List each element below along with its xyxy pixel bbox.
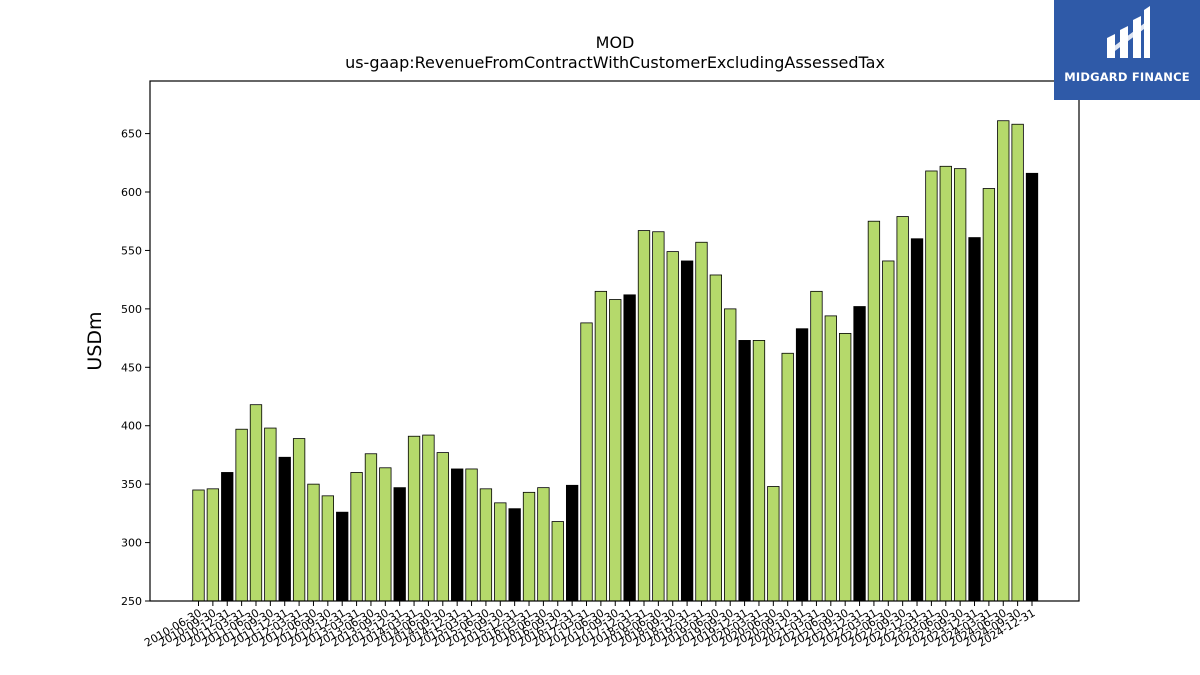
logo-text: MIDGARD FINANCE xyxy=(1064,70,1190,84)
bar-2022-03-31 xyxy=(867,220,881,602)
bar-2023-03-31 xyxy=(925,170,938,602)
chart-title: MOD xyxy=(596,33,635,52)
bar-2019-12-31 xyxy=(738,340,751,602)
bar-2022-06-30 xyxy=(882,260,895,602)
bar-2021-03-31 xyxy=(810,290,823,602)
bar-2021-06-30 xyxy=(824,315,837,602)
midgard-logo-icon xyxy=(1107,6,1150,58)
bar-2013-09-30 xyxy=(379,467,392,602)
y-tick-label: 400 xyxy=(121,420,142,433)
bar-2024-09-30 xyxy=(1011,123,1024,602)
y-tick-label: 500 xyxy=(121,303,142,316)
bar-2013-06-30 xyxy=(364,453,378,602)
bar-2022-09-30 xyxy=(896,216,909,602)
bar-2015-12-31 xyxy=(508,508,521,602)
bar-2014-12-31 xyxy=(451,468,464,602)
bar-2012-06-30 xyxy=(307,483,320,602)
bar-2016-12-31 xyxy=(565,484,579,602)
bar-2018-03-31 xyxy=(637,230,651,602)
bar-2018-09-30 xyxy=(666,251,679,602)
bar-2014-09-30 xyxy=(436,452,449,602)
bar-2021-09-30 xyxy=(839,332,852,602)
y-tick-label: 450 xyxy=(121,361,142,374)
bar-2018-12-31 xyxy=(680,260,694,602)
plot-frame xyxy=(149,80,1080,602)
bar-2010-06-30 xyxy=(192,489,205,602)
x-axis: 2010-06-302010-09-302010-12-312011-03-31… xyxy=(142,601,1038,650)
bar-2018-06-30 xyxy=(652,231,665,602)
bar-2015-09-30 xyxy=(494,502,507,602)
bar-2017-12-31 xyxy=(623,294,636,602)
bar-2013-03-31 xyxy=(350,472,363,602)
bar-2023-09-30 xyxy=(954,168,967,602)
chart-subtitle: us-gaap:RevenueFromContractWithCustomerE… xyxy=(345,53,885,72)
bar-2024-12-31 xyxy=(1025,172,1039,602)
bar-2023-06-30 xyxy=(939,165,952,602)
y-tick-label: 600 xyxy=(121,186,142,199)
bar-2016-09-30 xyxy=(551,521,564,602)
bar-2013-12-31 xyxy=(393,487,406,602)
bar-2011-06-30 xyxy=(249,404,263,602)
y-tick-label: 350 xyxy=(121,478,142,491)
bar-2012-09-30 xyxy=(321,495,334,602)
y-tick-label: 550 xyxy=(121,244,142,257)
y-tick-label: 650 xyxy=(121,128,142,141)
bar-2016-06-30 xyxy=(537,487,550,602)
bar-2019-03-31 xyxy=(695,241,708,602)
midgard-finance-logo: MIDGARD FINANCE xyxy=(1054,0,1200,100)
bar-2019-06-30 xyxy=(709,274,722,602)
bar-2015-06-30 xyxy=(479,488,493,602)
bar-2021-12-31 xyxy=(853,306,866,602)
bar-2023-12-31 xyxy=(968,237,981,602)
bar-2015-03-31 xyxy=(465,468,478,602)
bar-2014-06-30 xyxy=(422,434,435,602)
y-tick-label: 300 xyxy=(121,537,142,550)
bar-2020-03-31 xyxy=(752,340,766,602)
bar-2011-09-30 xyxy=(264,427,277,602)
bar-2019-09-30 xyxy=(724,308,737,602)
bar-2011-12-31 xyxy=(278,456,291,602)
bar-2020-06-30 xyxy=(767,486,780,602)
bar-2017-06-30 xyxy=(594,290,608,602)
bar-2017-03-31 xyxy=(580,322,593,602)
bar-2024-03-31 xyxy=(982,188,996,602)
bar-2014-03-31 xyxy=(407,435,421,602)
bar-2016-03-31 xyxy=(522,491,536,602)
bar-2010-09-30 xyxy=(206,488,220,602)
bar-2010-12-31 xyxy=(221,472,234,602)
y-tick-label: 250 xyxy=(121,595,142,608)
y-axis: 250 300 350 400 450 500 550 600 650 xyxy=(121,128,150,608)
y-axis-label: USDm xyxy=(84,311,106,370)
bar-2020-09-30 xyxy=(781,352,794,602)
bar-2017-09-30 xyxy=(609,299,622,602)
bar-2012-12-31 xyxy=(336,511,349,602)
bar-2011-03-31 xyxy=(235,428,248,602)
bar-2012-03-31 xyxy=(292,438,306,602)
bar-2020-12-31 xyxy=(795,328,809,602)
bar-2022-12-31 xyxy=(910,238,924,602)
bars-group xyxy=(192,120,1039,602)
bar-2024-06-30 xyxy=(997,120,1010,602)
